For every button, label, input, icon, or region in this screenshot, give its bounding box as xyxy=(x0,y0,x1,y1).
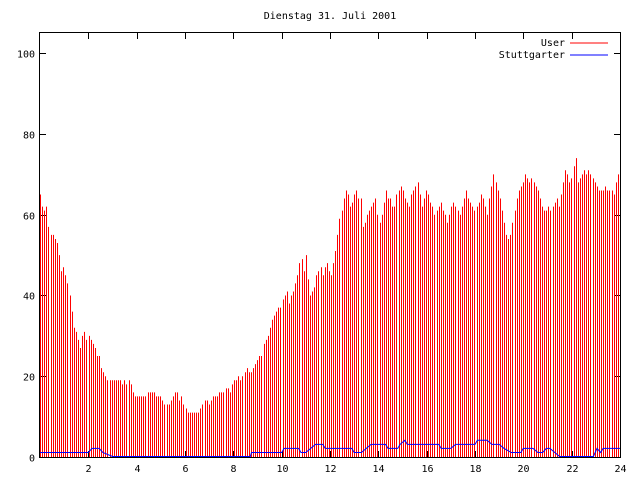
stuttgarter-line xyxy=(40,439,620,457)
x-tick-label: 18 xyxy=(469,464,481,475)
y-tick-label: 40 xyxy=(23,292,35,303)
plot-frame xyxy=(39,32,621,458)
legend: User Stuttgarter xyxy=(499,38,608,61)
y-tick-label: 0 xyxy=(29,454,35,465)
legend-label-user: User xyxy=(541,38,565,49)
x-tick-label: 24 xyxy=(614,464,626,475)
x-tick-label: 20 xyxy=(517,464,529,475)
x-axis: 2 4 6 8 10 12 14 16 18 20 22 24 xyxy=(85,33,627,475)
y-tick-label: 20 xyxy=(23,373,35,384)
x-tick-label: 14 xyxy=(372,464,384,475)
x-tick-label: 12 xyxy=(324,464,336,475)
x-tick-label: 4 xyxy=(134,464,140,475)
stuttgarter-series xyxy=(40,439,620,457)
x-tick-label: 8 xyxy=(230,464,236,475)
x-tick-label: 6 xyxy=(182,464,188,475)
y-tick-label: 100 xyxy=(17,50,35,61)
user-series xyxy=(40,158,621,457)
y-tick-label: 60 xyxy=(23,212,35,223)
x-tick-label: 16 xyxy=(421,464,433,475)
x-tick-label: 10 xyxy=(276,464,288,475)
y-tick-label: 80 xyxy=(23,131,35,142)
x-tick-label: 22 xyxy=(566,464,578,475)
chart-title: Dienstag 31. Juli 2001 xyxy=(264,11,396,22)
legend-label-stuttgarter: Stuttgarter xyxy=(499,50,565,61)
x-tick-label: 2 xyxy=(85,464,91,475)
